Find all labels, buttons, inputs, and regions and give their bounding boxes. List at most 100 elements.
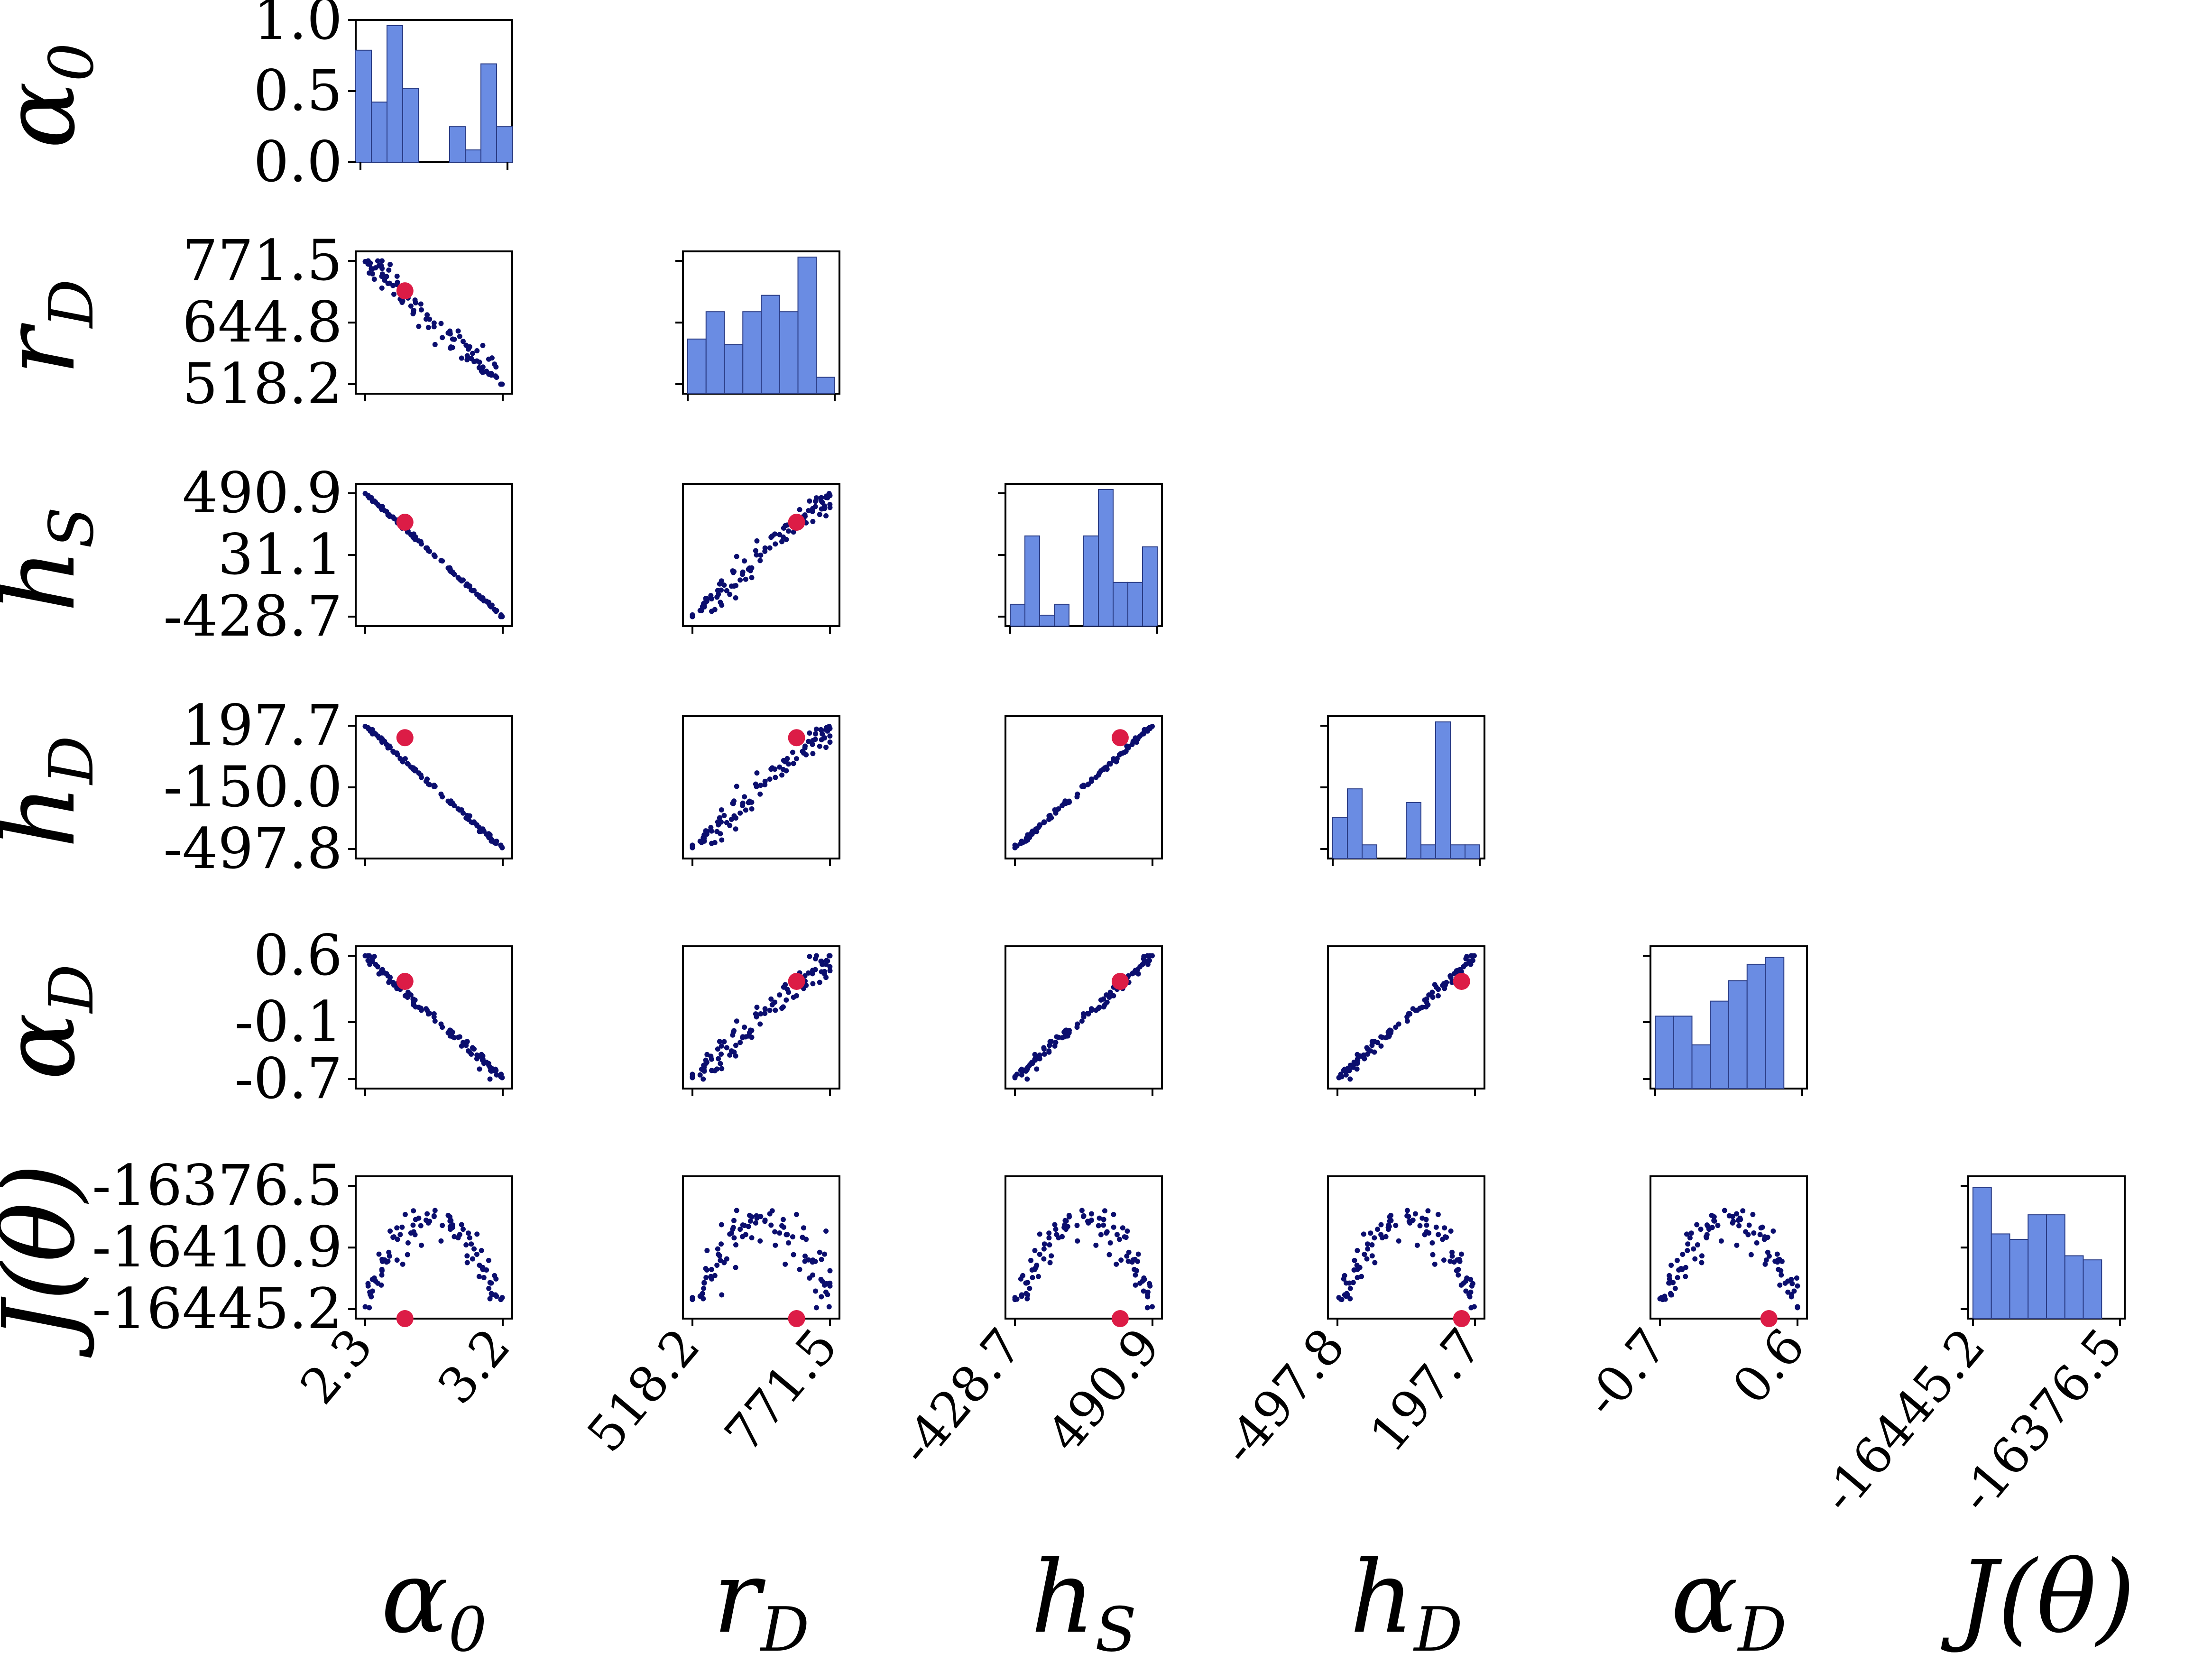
scatter-point — [767, 545, 773, 551]
scatter-point — [376, 735, 382, 741]
scatter-point — [719, 1066, 725, 1071]
scatter-point — [369, 956, 375, 961]
scatter-point — [700, 1296, 706, 1302]
scatter-point — [379, 285, 385, 291]
scatter-point — [474, 348, 480, 353]
scatter-point — [1736, 1223, 1742, 1228]
hist-bar — [1435, 721, 1451, 859]
scatter-point — [1111, 757, 1116, 763]
panel-a0-vs-a0: 0.00.5 1.0 — [253, 0, 513, 194]
panel-J-vs-hD — [1327, 1175, 1485, 1327]
scatter-point — [1777, 1282, 1783, 1288]
scatter-point — [1412, 1211, 1418, 1217]
scatter-point — [479, 1247, 484, 1253]
scatter-point — [492, 361, 498, 367]
scatter-point — [754, 770, 760, 776]
hist-bar — [1673, 1016, 1693, 1090]
scatter-point — [488, 1291, 494, 1296]
scatter-point — [727, 1052, 733, 1058]
scatter-point — [459, 355, 464, 361]
scatter-point — [718, 600, 723, 605]
scatter-point — [740, 1234, 746, 1239]
scatter-point — [1114, 1232, 1120, 1237]
scatter-point — [1369, 1039, 1375, 1044]
scatter-point — [1126, 1249, 1132, 1255]
panel-aD-vs-hD — [1327, 945, 1485, 1096]
scatter-point — [467, 344, 472, 350]
scatter-point — [431, 320, 437, 326]
scatter-point — [418, 301, 424, 307]
scatter-point — [1667, 1280, 1672, 1286]
scatter-point — [810, 518, 816, 524]
y-tick-label: 0.5 — [253, 58, 342, 123]
scatter-point — [405, 1252, 410, 1257]
scatter-point — [742, 1025, 747, 1030]
hist-bar — [687, 338, 707, 394]
scatter-point — [1079, 1208, 1085, 1213]
scatter-point — [438, 321, 444, 326]
scatter-point — [1352, 1257, 1357, 1263]
scatter-point — [721, 1039, 727, 1044]
scatter-point — [800, 1235, 805, 1240]
y-tick-label: 31.1 — [218, 522, 342, 587]
scatter-point — [1088, 776, 1094, 782]
scatter-point — [464, 581, 470, 587]
y-tick-label: -16410.9 — [92, 1214, 342, 1280]
scatter-point — [471, 1246, 477, 1252]
scatter-point — [827, 505, 833, 510]
hist-bar — [355, 49, 372, 163]
hist-bar — [1765, 957, 1785, 1090]
scatter-point — [819, 1294, 824, 1300]
scatter-point — [1470, 958, 1475, 963]
hist-bar — [402, 88, 419, 163]
scatter-point — [431, 324, 437, 330]
scatter-point — [768, 996, 774, 1002]
scatter-point — [1030, 1275, 1035, 1281]
scatter-point — [1795, 1305, 1800, 1311]
hist-bar — [2083, 1259, 2102, 1319]
scatter-point — [753, 1220, 758, 1226]
scatter-point — [772, 1229, 778, 1235]
scatter-point — [438, 791, 444, 797]
axis-label-subscript: S — [37, 507, 107, 549]
scatter-point — [810, 1259, 815, 1265]
scatter-point — [397, 1232, 403, 1237]
scatter-point — [1124, 743, 1130, 749]
best-fit-marker — [1760, 1310, 1778, 1327]
scatter-point — [703, 1057, 709, 1063]
hist-bar — [1728, 980, 1748, 1089]
scatter-point — [1369, 1242, 1375, 1248]
scatter-point — [824, 493, 830, 499]
panel-J-vs-hS — [1005, 1175, 1163, 1327]
scatter-point — [1369, 1253, 1375, 1259]
scatter-point — [806, 1257, 811, 1263]
scatter-point — [498, 1074, 504, 1080]
scatter-point — [464, 1260, 470, 1265]
hist-bar — [1113, 582, 1128, 627]
scatter-point — [402, 1211, 408, 1217]
axis-label-subscript: D — [1413, 1595, 1463, 1653]
hist-bar — [1039, 614, 1055, 627]
scatter-point — [1365, 1246, 1371, 1252]
scatter-point — [464, 815, 470, 821]
scatter-point — [376, 971, 382, 977]
scatter-point — [425, 781, 431, 787]
scatter-point — [1704, 1235, 1709, 1241]
scatter-point — [1079, 1018, 1085, 1024]
scatter-point — [1141, 1288, 1146, 1294]
scatter-point — [425, 324, 431, 330]
scatter-point — [1147, 958, 1152, 963]
scatter-point — [452, 336, 457, 342]
scatter-point — [1435, 993, 1441, 998]
scatter-point — [405, 529, 410, 535]
scatter-point — [394, 273, 400, 279]
scatter-point — [1432, 1261, 1438, 1267]
scatter-point — [1774, 1251, 1780, 1257]
scatter-point — [1778, 1268, 1784, 1274]
scatter-point — [411, 1208, 416, 1214]
scatter-point — [1404, 1018, 1410, 1024]
scatter-point — [424, 1007, 430, 1013]
scatter-point — [431, 552, 437, 558]
